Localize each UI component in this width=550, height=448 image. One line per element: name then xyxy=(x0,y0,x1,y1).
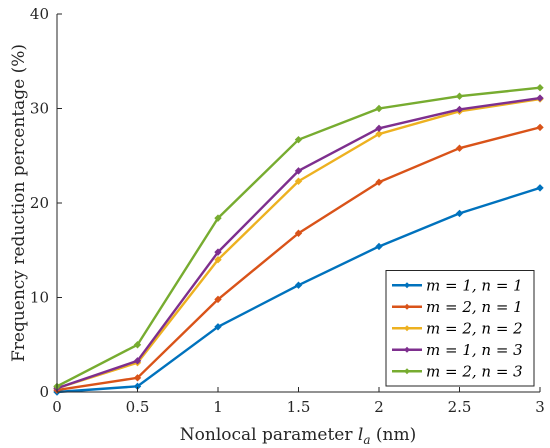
x-tick-label: 3 xyxy=(535,398,545,416)
x-axis-title-unit: (nm) xyxy=(370,425,416,445)
data-point xyxy=(214,323,222,331)
series-4 xyxy=(53,94,544,392)
data-point xyxy=(294,135,303,144)
legend-entry: m = 2, n = 2 xyxy=(392,319,523,337)
legend-label: m = 2, n = 1 xyxy=(426,298,523,316)
data-point xyxy=(294,281,303,289)
legend-swatch-marker xyxy=(404,303,410,310)
legend: m = 1, n = 1 m = 2, n = 1 m = 2, n = 2 m = … xyxy=(385,270,535,387)
legend-swatch-marker xyxy=(404,368,410,375)
data-point xyxy=(214,295,222,304)
legend-label: m = 2, n = 3 xyxy=(426,362,523,380)
x-tick-label: 0 xyxy=(52,398,62,416)
legend-entry: m = 1, n = 1 xyxy=(392,276,523,294)
data-point xyxy=(294,229,303,237)
x-axis-title-subscript: a xyxy=(363,433,370,447)
data-point xyxy=(133,374,142,382)
x-axis-title: Nonlocal parameter la (nm) xyxy=(180,425,416,447)
series-layer xyxy=(53,84,544,396)
data-point xyxy=(214,255,222,264)
data-point xyxy=(133,341,142,349)
series-5 xyxy=(53,84,544,391)
y-tick-label: 0 xyxy=(39,383,49,401)
y-tick-label: 10 xyxy=(30,289,49,307)
y-tick-label: 20 xyxy=(30,194,49,212)
data-point xyxy=(375,130,383,138)
data-point xyxy=(375,104,383,113)
data-point xyxy=(536,94,544,102)
x-axis-title-text: Nonlocal parameter xyxy=(180,425,358,445)
legend-label: m = 1, n = 1 xyxy=(426,276,523,294)
legend-swatch-marker xyxy=(404,346,410,353)
legend-label: m = 2, n = 2 xyxy=(426,319,523,337)
legend-label: m = 1, n = 3 xyxy=(426,341,523,359)
legend-swatch-marker xyxy=(404,282,410,289)
data-point xyxy=(455,105,464,114)
x-axis-title-symbol: l xyxy=(358,425,363,445)
x-tick-label: 2 xyxy=(374,398,384,416)
data-point xyxy=(133,357,142,365)
data-point xyxy=(375,178,383,186)
x-tick-label: 0.5 xyxy=(126,398,150,416)
data-point xyxy=(214,248,222,256)
data-point xyxy=(214,214,222,222)
series-1 xyxy=(53,184,544,396)
data-point xyxy=(536,84,544,92)
data-point xyxy=(375,124,383,133)
y-axis-title: Frequency reduction percentage (%) xyxy=(9,44,29,362)
y-tick-label: 30 xyxy=(30,100,49,118)
data-point xyxy=(536,184,544,192)
data-point xyxy=(536,123,544,132)
data-point xyxy=(455,92,464,100)
legend-entry: m = 1, n = 3 xyxy=(392,341,523,359)
x-tick-label: 1.5 xyxy=(287,398,311,416)
legend-entry: m = 2, n = 3 xyxy=(392,362,523,380)
data-point xyxy=(455,144,464,152)
legend-swatch-marker xyxy=(404,325,410,332)
data-point xyxy=(294,177,303,185)
legend-entry: m = 2, n = 1 xyxy=(392,298,523,316)
data-point xyxy=(375,242,383,251)
y-tick-label: 40 xyxy=(30,5,49,23)
data-point xyxy=(455,209,464,218)
x-tick-label: 2.5 xyxy=(448,398,472,416)
data-point xyxy=(294,167,303,175)
x-tick-label: 1 xyxy=(213,398,223,416)
